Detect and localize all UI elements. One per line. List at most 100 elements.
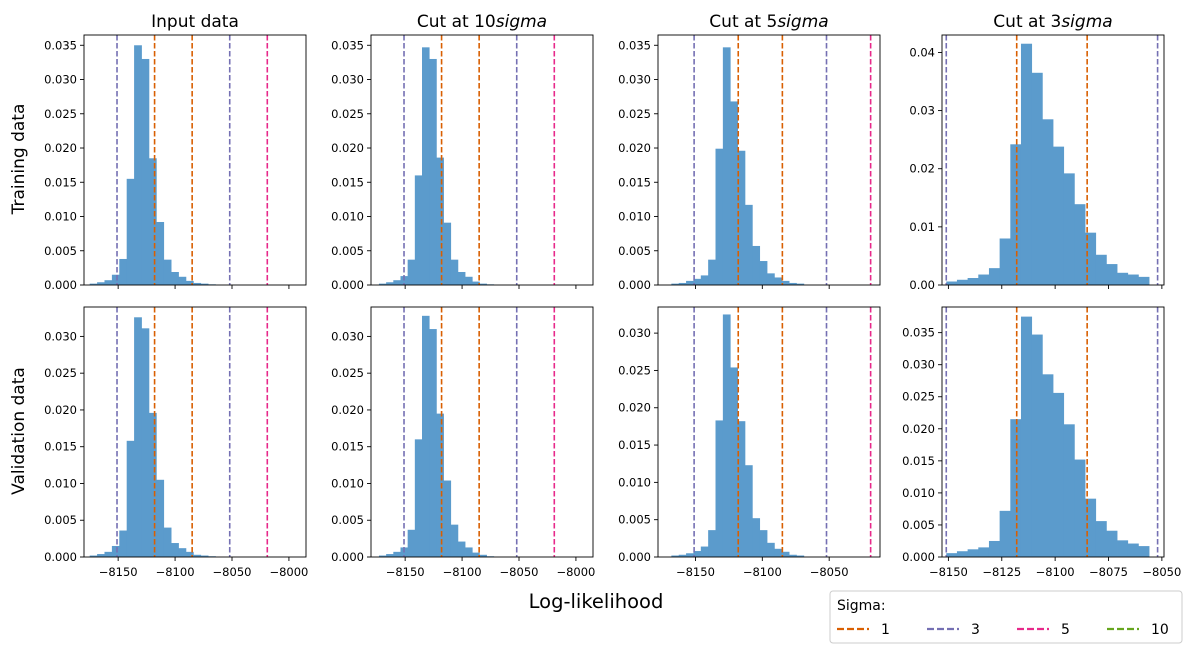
y-tick-label: 0.000 (902, 550, 935, 564)
histogram-bar (465, 547, 473, 557)
histogram-bar (193, 282, 202, 285)
x-tick-label: −8000 (556, 565, 595, 579)
histogram-bar (1138, 276, 1150, 285)
histogram-bar (1138, 546, 1150, 557)
histogram-bar (678, 554, 687, 557)
x-tick-label: −8125 (982, 565, 1021, 579)
legend-entries: 1 3 5 10 (837, 622, 1169, 638)
histogram-bar (422, 315, 430, 557)
x-tick-label: −8150 (99, 565, 138, 579)
subplot-validation-1: 0.000 0.005 0.010 0.015 0.020 0.025 0.030 −8150… (331, 306, 595, 579)
histogram-bar (111, 545, 120, 557)
histogram-bar (999, 238, 1011, 285)
x-tick-label: −8100 (443, 565, 482, 579)
x-tick-label: −8150 (386, 565, 425, 579)
y-tick-label: 0.030 (331, 329, 364, 343)
histogram-bar (1042, 374, 1054, 557)
histogram-bar (393, 280, 401, 285)
histogram-bar (378, 555, 387, 557)
histogram-bar (119, 530, 128, 557)
histogram-bar (766, 542, 775, 557)
histogram-bar (752, 518, 761, 557)
legend-label-sigma-10: 10 (1151, 622, 1169, 638)
y-tick-label: 0.020 (331, 141, 364, 155)
histogram-bar (744, 204, 753, 285)
histogram-bar (429, 58, 437, 285)
histogram-bar (104, 551, 113, 557)
legend-label-sigma-1: 1 (881, 622, 890, 638)
y-tick-label: 0.030 (902, 358, 935, 372)
histogram-bar (141, 58, 150, 285)
subplot-title: Cut at 10sigma (417, 12, 547, 32)
y-tick-label: 0.000 (618, 278, 651, 292)
histogram-bar (1010, 144, 1022, 285)
histogram-bar (671, 555, 680, 557)
y-tick-label: 0.010 (618, 210, 651, 224)
y-tick-label: 0.04 (909, 45, 935, 59)
histogram-bar (436, 157, 444, 285)
histogram-bar (193, 554, 202, 557)
histogram-bar (722, 314, 731, 557)
histogram-bar (700, 275, 709, 285)
y-tick-label: 0.01 (909, 220, 935, 234)
histogram-bar (1063, 173, 1075, 285)
axes-frame (941, 306, 1165, 558)
row-label-validation: Validation data (9, 367, 29, 495)
histogram-bar (1020, 316, 1033, 557)
y-tick-label: 0.030 (44, 73, 77, 87)
histogram-bar (200, 283, 209, 285)
legend-label-sigma-5: 5 (1061, 622, 1070, 638)
subplot-validation-0: 0.000 0.005 0.010 0.015 0.020 0.025 0.030 −8150… (44, 306, 308, 579)
histogram-bar (1117, 272, 1129, 285)
histogram-bar (946, 281, 958, 285)
histogram-bar (97, 554, 105, 557)
y-tick-label: 0.025 (618, 363, 651, 377)
x-tick-label: −8150 (676, 565, 715, 579)
histogram-bar (163, 259, 172, 285)
subplot-title: Cut at 5sigma (709, 12, 828, 32)
histogram-bar (1042, 119, 1054, 285)
legend-frame (829, 590, 1183, 644)
x-tick-label: −8100 (1036, 565, 1075, 579)
subplot-training-2: 0.000 0.005 0.010 0.015 0.020 0.025 0.030 0.035… (618, 12, 881, 292)
y-tick-label: 0.015 (331, 440, 364, 454)
histogram-bar (978, 274, 990, 285)
histogram-bar (737, 421, 746, 557)
histogram-bar (119, 258, 128, 285)
x-tick-label: −8075 (1089, 565, 1128, 579)
histogram-bar (378, 283, 387, 285)
x-tick-label: −8050 (810, 565, 849, 579)
histogram-bar (443, 480, 452, 557)
histogram-bar (715, 148, 724, 285)
y-tick-label: 0.010 (902, 486, 935, 500)
subplot-grid: 0.000 0.005 0.010 0.015 0.020 0.025 0.030 0.035… (44, 12, 1181, 579)
histogram-bar (156, 479, 165, 557)
y-tick-label: 0.025 (44, 366, 77, 380)
histogram-bar (789, 554, 797, 557)
subplot-validation-2: 0.000 0.005 0.010 0.015 0.020 0.025 0.030 −8150… (618, 306, 881, 579)
y-tick-label: 0.020 (902, 422, 935, 436)
histogram-bar (774, 548, 783, 557)
y-tick-label: 0.035 (618, 38, 651, 52)
histogram-bar (1085, 498, 1097, 557)
histogram-bar (1053, 146, 1065, 285)
axes-frame (370, 306, 594, 558)
histogram-bar (429, 329, 437, 557)
histogram-bar (141, 328, 150, 557)
y-tick-label: 0.015 (618, 175, 651, 189)
histogram-bar (89, 555, 98, 557)
subplot-training-0: 0.000 0.005 0.010 0.015 0.020 0.025 0.030 0.035… (44, 12, 307, 292)
y-tick-label: 0.015 (44, 440, 77, 454)
y-tick-label: 0.005 (331, 244, 364, 258)
histogram-bar (796, 283, 805, 285)
histogram-bar (956, 279, 969, 285)
histogram-bar (956, 551, 969, 557)
histogram-bar (1095, 521, 1107, 557)
histogram-bar (737, 150, 746, 285)
histogram-bar (465, 276, 473, 285)
histogram-bar (774, 277, 783, 285)
histogram-bar (89, 283, 98, 285)
histogram-bar (1127, 543, 1139, 557)
histogram-bar (967, 278, 979, 285)
histogram-bar (148, 158, 157, 285)
